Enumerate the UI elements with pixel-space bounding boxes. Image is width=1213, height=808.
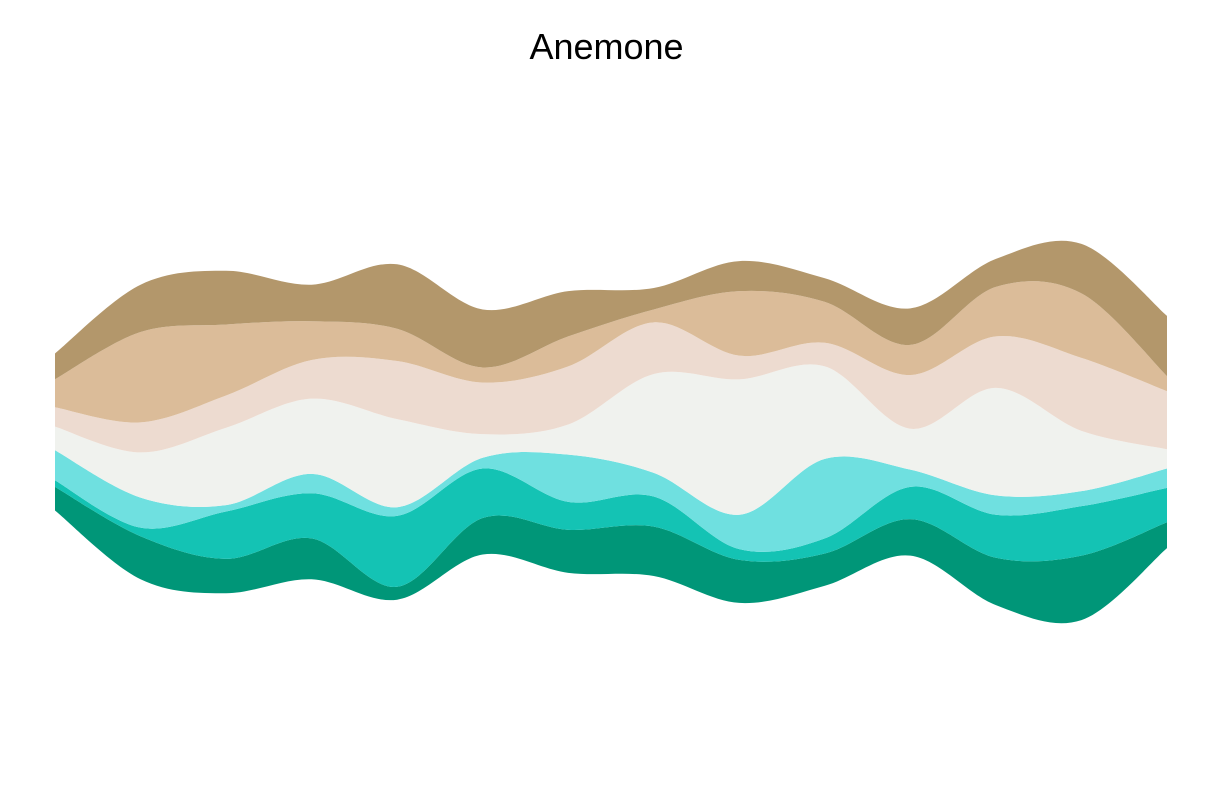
stream-layer-4 [55,364,1167,515]
stream-layer-3 [55,450,1167,552]
stream-layer-6 [55,281,1167,423]
stream-layer-2 [55,468,1167,587]
stream-layer-5 [55,322,1167,453]
stream-layer-7 [55,240,1167,380]
stream-layer-1 [55,486,1167,624]
chart-title: Anemone [529,26,684,67]
streamgraph-layers [55,240,1167,624]
